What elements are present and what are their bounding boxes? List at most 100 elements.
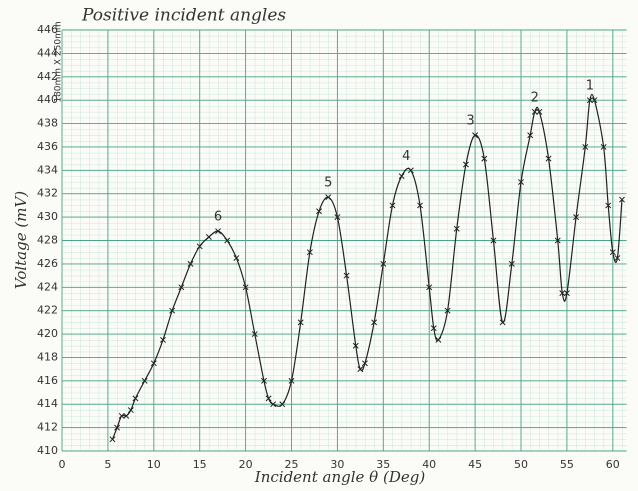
data-point (109, 436, 116, 443)
data-point (270, 401, 277, 408)
y-tick-label: 410 (37, 444, 58, 457)
y-tick-label: 430 (37, 210, 58, 223)
y-tick-label: 446 (37, 23, 58, 36)
data-point (531, 108, 538, 115)
data-point (398, 173, 405, 180)
data-point (389, 202, 396, 209)
data-point (123, 412, 130, 419)
x-tick-label: 5 (104, 458, 111, 471)
y-tick-label: 444 (37, 46, 58, 59)
y-axis-label: Voltage (mV) (12, 191, 30, 289)
x-tick-label: 40 (422, 458, 436, 471)
y-tick-label: 418 (37, 350, 58, 363)
y-tick-label: 442 (37, 70, 58, 83)
x-tick-label: 25 (285, 458, 299, 471)
data-point (178, 284, 185, 291)
data-point (481, 155, 488, 162)
marks (109, 93, 625, 443)
data-point (215, 228, 222, 235)
data-point (591, 97, 598, 104)
data-point (435, 336, 442, 343)
data-point (417, 202, 423, 209)
data-point (196, 243, 203, 250)
data-point (265, 395, 272, 402)
peak-label: 3 (466, 114, 474, 129)
y-tick-label: 428 (37, 234, 58, 247)
x-tick-label: 30 (330, 458, 344, 471)
peak-label: 2 (531, 90, 539, 105)
data-point (407, 167, 414, 174)
data-point (316, 208, 322, 215)
data-point (141, 377, 148, 384)
data-point (361, 360, 368, 367)
data-point (462, 161, 469, 168)
y-tick-label: 420 (37, 327, 58, 340)
peak-label: 4 (402, 149, 410, 164)
peak-label: 6 (214, 210, 222, 225)
y-tick-label: 426 (37, 257, 58, 270)
data-point (619, 196, 625, 203)
x-tick-label: 60 (606, 458, 620, 471)
data-point (545, 155, 552, 162)
data-point (343, 272, 350, 279)
data-point (205, 234, 212, 240)
peak-label: 5 (324, 176, 332, 191)
y-tick-label: 416 (37, 374, 58, 387)
data-point (582, 143, 589, 150)
data-point (261, 377, 267, 384)
y-tick-label: 432 (37, 187, 58, 200)
data-point (490, 237, 497, 244)
data-point (380, 260, 387, 267)
data-point (357, 366, 364, 373)
x-tick-label: 35 (376, 458, 390, 471)
data-point (586, 97, 593, 104)
data-point (508, 260, 515, 267)
data-point (371, 319, 378, 326)
data-point (499, 319, 506, 326)
data-point (334, 214, 341, 221)
x-tick-label: 55 (560, 458, 574, 471)
data-point (242, 284, 249, 291)
y-tick-label: 436 (37, 140, 58, 153)
x-tick-label: 50 (514, 458, 528, 471)
data-point (472, 132, 479, 139)
data-point (233, 255, 240, 261)
data-point (605, 202, 612, 209)
data-point (114, 424, 121, 431)
peak-label: 1 (586, 79, 594, 94)
data-point (426, 284, 433, 291)
data-point (453, 225, 460, 232)
data-point (251, 331, 258, 338)
y-tick-label: 412 (37, 421, 58, 434)
data-point (118, 412, 125, 419)
data-point (306, 249, 313, 256)
data-point (187, 260, 194, 267)
data-point (279, 401, 286, 408)
data-point (614, 255, 621, 261)
data-point (573, 214, 580, 221)
data-point (150, 360, 157, 367)
data-point (559, 290, 566, 297)
data-point (563, 290, 570, 297)
data-point (160, 336, 166, 343)
chart-title: Positive incident angles (81, 6, 286, 26)
data-point (444, 307, 451, 314)
data-point (600, 143, 607, 150)
data-point (325, 194, 332, 201)
data-point (536, 108, 543, 115)
y-tick-label: 422 (37, 304, 58, 317)
data-point (127, 407, 134, 414)
y-tick-label: 440 (37, 93, 58, 106)
paper-size-note: 180mm X 250mm (54, 21, 64, 102)
data-point (288, 377, 295, 384)
grid (61, 29, 627, 452)
data-point (169, 307, 176, 314)
data-point (224, 237, 231, 244)
y-tick-label: 438 (37, 117, 58, 130)
y-tick-label: 424 (37, 280, 58, 293)
data-point (132, 395, 139, 402)
x-tick-label: 45 (468, 458, 482, 471)
x-tick-label: 10 (147, 458, 161, 471)
data-point (297, 319, 304, 326)
